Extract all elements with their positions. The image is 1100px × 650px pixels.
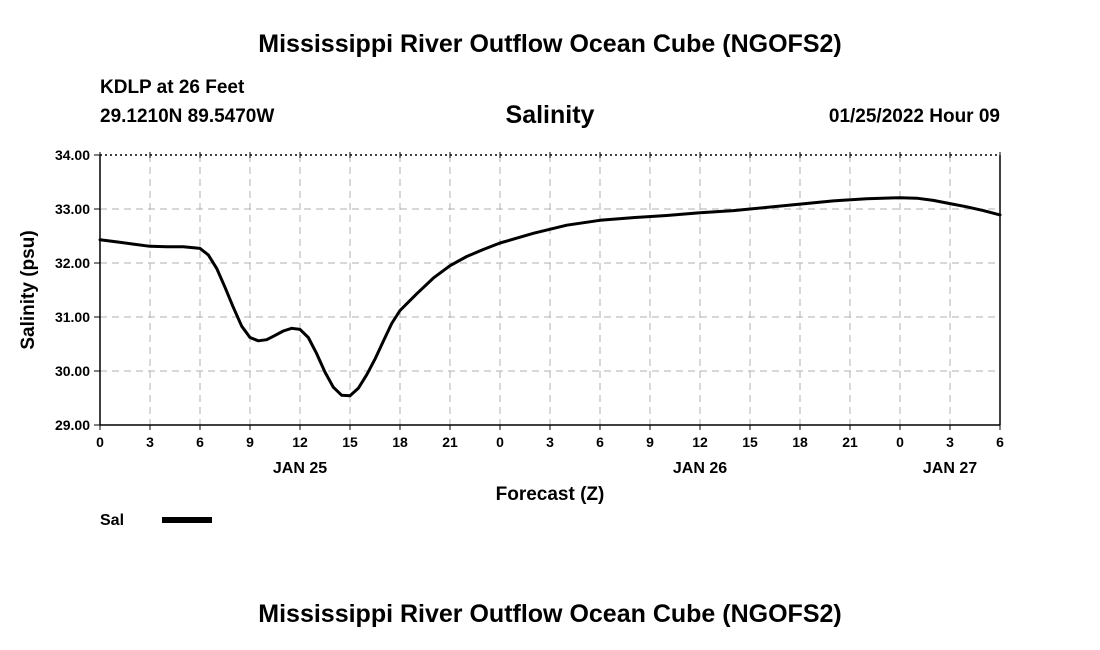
legend-swatch	[162, 517, 212, 523]
day-label: JAN 26	[673, 460, 727, 477]
x-tick-label: 18	[792, 434, 808, 450]
x-tick-label: 6	[596, 434, 604, 450]
x-tick-label: 0	[896, 434, 904, 450]
chart-title: Salinity	[505, 101, 595, 129]
footer-title: Mississippi River Outflow Ocean Cube (NG…	[258, 600, 842, 628]
station-label: KDLP at 26 Feet	[100, 77, 245, 98]
x-tick-label: 18	[392, 434, 408, 450]
x-tick-label: 12	[692, 434, 708, 450]
forecast-datetime: 01/25/2022 Hour 09	[828, 106, 1000, 127]
x-tick-label: 15	[342, 434, 358, 450]
y-tick-label: 33.00	[55, 201, 90, 217]
grid	[100, 155, 1000, 425]
x-tick-label: 3	[546, 434, 554, 450]
y-axis-label: Salinity (psu)	[18, 230, 39, 349]
day-label: JAN 25	[273, 460, 327, 477]
legend-label: Sal	[100, 512, 124, 529]
x-tick-label: 3	[146, 434, 154, 450]
day-labels: JAN 25 JAN 26 JAN 27	[273, 460, 977, 477]
x-tick-label: 0	[496, 434, 504, 450]
salinity-chart: 29.00 30.00 31.00 32.00 33.00 34.00 0 3 6 9 12 15 1…	[18, 147, 1004, 529]
x-tick-label: 6	[996, 434, 1004, 450]
day-label: JAN 27	[923, 460, 977, 477]
x-tick-label: 0	[96, 434, 104, 450]
x-tick-label: 12	[292, 434, 308, 450]
page-title: Mississippi River Outflow Ocean Cube (NG…	[258, 30, 842, 58]
y-tick-label: 30.00	[55, 363, 90, 379]
y-tick-label: 29.00	[55, 417, 90, 433]
y-tick-label: 34.00	[55, 147, 90, 163]
x-axis-label: Forecast (Z)	[496, 484, 605, 505]
x-tick-label: 21	[442, 434, 458, 450]
y-axis: 29.00 30.00 31.00 32.00 33.00 34.00	[55, 147, 100, 433]
legend: Sal	[100, 512, 212, 529]
x-tick-label: 3	[946, 434, 954, 450]
series	[98, 196, 1002, 398]
x-tick-label: 9	[246, 434, 254, 450]
x-tick-label: 9	[646, 434, 654, 450]
x-tick-label: 6	[196, 434, 204, 450]
x-axis: 0 3 6 9 12 15 18 21 0 3 6 9 12 15 18 21 0 3 6	[96, 152, 1004, 450]
series-line-sal	[98, 196, 1002, 398]
station-coordinates: 29.1210N 89.5470W	[100, 106, 275, 127]
x-tick-label: 15	[742, 434, 758, 450]
y-tick-label: 32.00	[55, 255, 90, 271]
y-tick-label: 31.00	[55, 309, 90, 325]
x-tick-label: 21	[842, 434, 858, 450]
